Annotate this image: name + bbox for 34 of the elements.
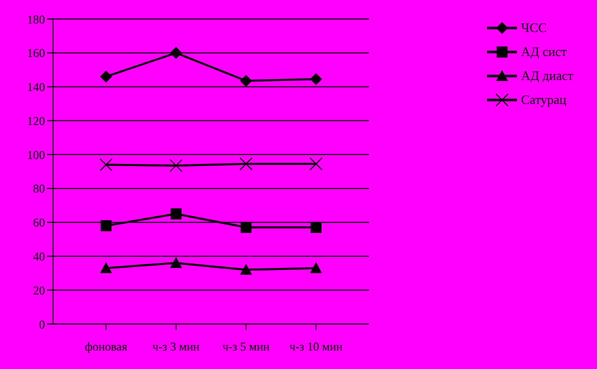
y-tick-label: 60 — [33, 216, 45, 230]
legend-label: АД сист — [521, 44, 567, 60]
point — [100, 70, 112, 83]
point — [100, 220, 112, 232]
point — [240, 157, 252, 170]
point — [310, 262, 322, 274]
y-tick-label: 0 — [39, 317, 45, 332]
point — [240, 222, 252, 233]
point — [100, 262, 112, 274]
point — [170, 46, 182, 59]
point — [240, 74, 252, 87]
y-tick-label: 160 — [27, 46, 45, 60]
x-tick-label: ч-з 5 мин — [222, 340, 270, 354]
point — [310, 222, 322, 233]
legend-label: Сатурац — [521, 92, 566, 108]
x-tick-label: фоновая — [84, 340, 128, 354]
point — [310, 157, 322, 170]
point — [240, 264, 252, 275]
y-tick-label: 120 — [27, 114, 45, 128]
point — [100, 158, 112, 172]
legend-label: ЧСС — [521, 20, 547, 36]
point — [310, 73, 322, 86]
x-tick-label: ч-з 3 мин — [152, 340, 200, 354]
y-tick-label: 180 — [27, 12, 45, 26]
y-tick-label: 80 — [33, 182, 45, 196]
x-tick-label: ч-з 10 мин — [289, 340, 344, 354]
legend-label: АД диаст — [521, 68, 574, 84]
point — [170, 159, 182, 172]
point — [170, 257, 182, 268]
y-tick-label: 100 — [27, 148, 45, 162]
y-tick-label: 40 — [33, 249, 45, 264]
point — [170, 208, 182, 220]
y-tick-label: 140 — [27, 80, 45, 94]
y-tick-label: 20 — [33, 283, 45, 298]
